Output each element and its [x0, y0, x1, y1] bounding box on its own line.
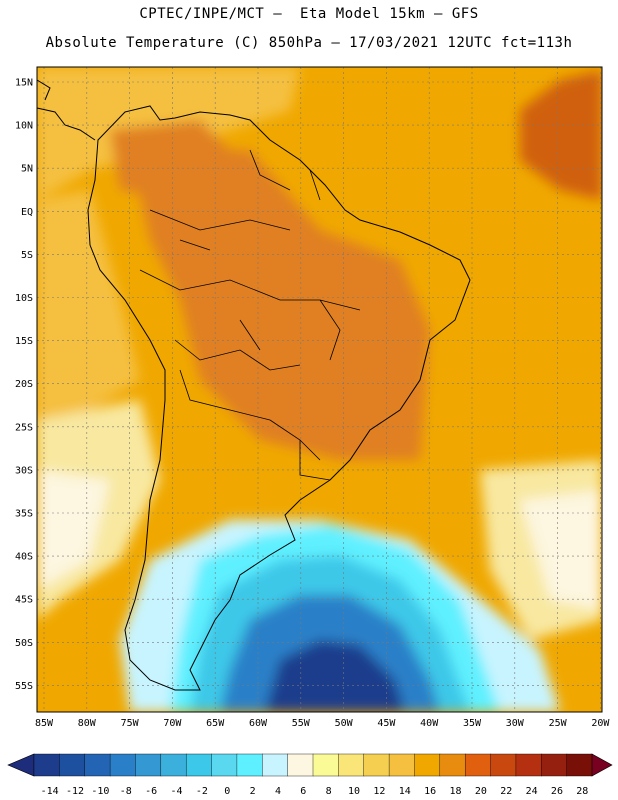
map-frame	[36, 66, 603, 713]
lon-label: 60W	[249, 718, 268, 729]
colorbar-swatch	[515, 753, 542, 777]
pale-zone-west	[37, 470, 110, 590]
colorbar-swatch	[388, 753, 415, 777]
lat-label: 10S	[15, 293, 33, 304]
lon-label: 25W	[549, 718, 568, 729]
colorbar-tick-label: 4	[275, 786, 281, 797]
colorbar-swatch	[464, 753, 492, 777]
colorbar-swatch	[185, 753, 213, 777]
lon-label: 70W	[163, 718, 182, 729]
lat-label: 30S	[15, 465, 33, 476]
lat-label: 5N	[21, 164, 33, 175]
central-america-coastline	[36, 79, 96, 141]
south-america-coastline	[87, 105, 471, 691]
lat-label: 35S	[15, 509, 33, 520]
colorbar-tick-label: 6	[300, 786, 306, 797]
colorbar-tick-label: -12	[66, 786, 84, 797]
colorbar-tick-label: 2	[250, 786, 256, 797]
colorbar-swatch	[566, 753, 593, 777]
colorbar-tick-label: 20	[475, 786, 487, 797]
colorbar-tick-label: 8	[326, 786, 332, 797]
hot-zone-central	[130, 150, 430, 460]
title-line-1: CPTEC/INPE/MCT – Eta Model 15km – GFS	[139, 6, 479, 22]
colorbar-swatch	[541, 753, 568, 777]
colorbar-tick-label: 24	[526, 786, 538, 797]
colorbar-tick-label: 0	[224, 786, 230, 797]
colorbar-tick-label: -8	[120, 786, 132, 797]
colorbar-swatch	[338, 753, 365, 777]
lat-label: 10N	[15, 121, 33, 132]
lat-label: 5S	[21, 250, 33, 261]
colorbar-tick-label: 10	[348, 786, 360, 797]
longitude-labels: 85W 80W 75W 70W 65W 60W 55W 50W 45W 40W 35W 30W 25W 2…	[35, 718, 610, 729]
colorbar-swatch	[490, 753, 517, 777]
colorbar-swatch	[439, 753, 466, 777]
lat-label: 25S	[15, 422, 33, 433]
lon-label: 20W	[591, 718, 610, 729]
lon-label: 45W	[377, 718, 396, 729]
colorbar-swatch	[363, 753, 390, 777]
lon-label: 55W	[292, 718, 311, 729]
lon-label: 75W	[121, 718, 140, 729]
lon-label: 85W	[35, 718, 54, 729]
coastlines-and-borders	[36, 79, 471, 691]
colorbar-swatch	[312, 753, 339, 777]
colorbar-swatch	[287, 753, 314, 777]
colorbar-tick-label: -6	[145, 786, 157, 797]
lat-label: 15S	[15, 336, 33, 347]
colorbar-low-arrow	[7, 753, 35, 777]
colorbar-swatch	[135, 753, 162, 777]
colorbar-tick-label: 26	[551, 786, 563, 797]
colorbar-tick-label: 14	[399, 786, 411, 797]
colorbar-swatch	[109, 753, 136, 777]
colorbar-swatch	[84, 753, 111, 777]
lat-label: 45S	[15, 595, 33, 606]
lat-lon-grid	[37, 67, 602, 712]
title-line-2: Absolute Temperature (C) 850hPa – 17/03/…	[45, 35, 573, 51]
colorbar-tick-label: 12	[373, 786, 385, 797]
navy-core-zone	[265, 640, 405, 712]
lon-label: 50W	[335, 718, 354, 729]
colorbar-high-arrow	[591, 753, 613, 777]
colorbar-tick-label: -4	[170, 786, 182, 797]
lat-label: EQ	[21, 207, 33, 218]
hot-zone-northwest	[110, 120, 240, 200]
colorbar-swatch	[414, 753, 441, 777]
colorbar-swatch	[262, 753, 289, 777]
lat-label: 40S	[15, 552, 33, 563]
lon-label: 65W	[206, 718, 225, 729]
pale-zone-east	[520, 490, 602, 610]
colorbar-tick-label: 16	[424, 786, 436, 797]
colorbar-tick-label: -10	[91, 786, 109, 797]
colorbar-swatch	[211, 753, 238, 777]
latitude-labels: 15N 10N 5N EQ 5S 10S 15S 20S 25S 30S 35S 40S 45S 50S 5…	[15, 78, 33, 692]
lat-label: 55S	[15, 681, 33, 692]
temperature-field	[37, 67, 602, 712]
colorbar-swatch	[160, 753, 187, 777]
colorbar-swatch	[236, 753, 263, 777]
lon-label: 40W	[420, 718, 439, 729]
lat-label: 50S	[15, 638, 33, 649]
colorbar-tick-label: 18	[449, 786, 461, 797]
colorbar-swatch	[59, 753, 86, 777]
light-warm-zone-west	[37, 190, 140, 430]
lon-label: 80W	[78, 718, 97, 729]
hot-zone-northeast	[520, 70, 602, 200]
colorbar-tick-label: 28	[576, 786, 588, 797]
colorbar-swatch	[33, 753, 60, 777]
colorbar-tick-label: -2	[196, 786, 208, 797]
lon-label: 30W	[506, 718, 525, 729]
colorbar-tick-label: -14	[41, 786, 59, 797]
lat-label: 20S	[15, 379, 33, 390]
colorbar-tick-label: 22	[500, 786, 512, 797]
color-scale-bar	[7, 753, 613, 777]
color-scale-labels: -14 -12 -10 -8 -6 -4 -2 0 2 4 6 8 10 12 14 16 18 20 22 24 26…	[41, 786, 589, 797]
country-borders	[139, 149, 361, 481]
lon-label: 35W	[463, 718, 482, 729]
lat-label: 15N	[15, 78, 33, 89]
